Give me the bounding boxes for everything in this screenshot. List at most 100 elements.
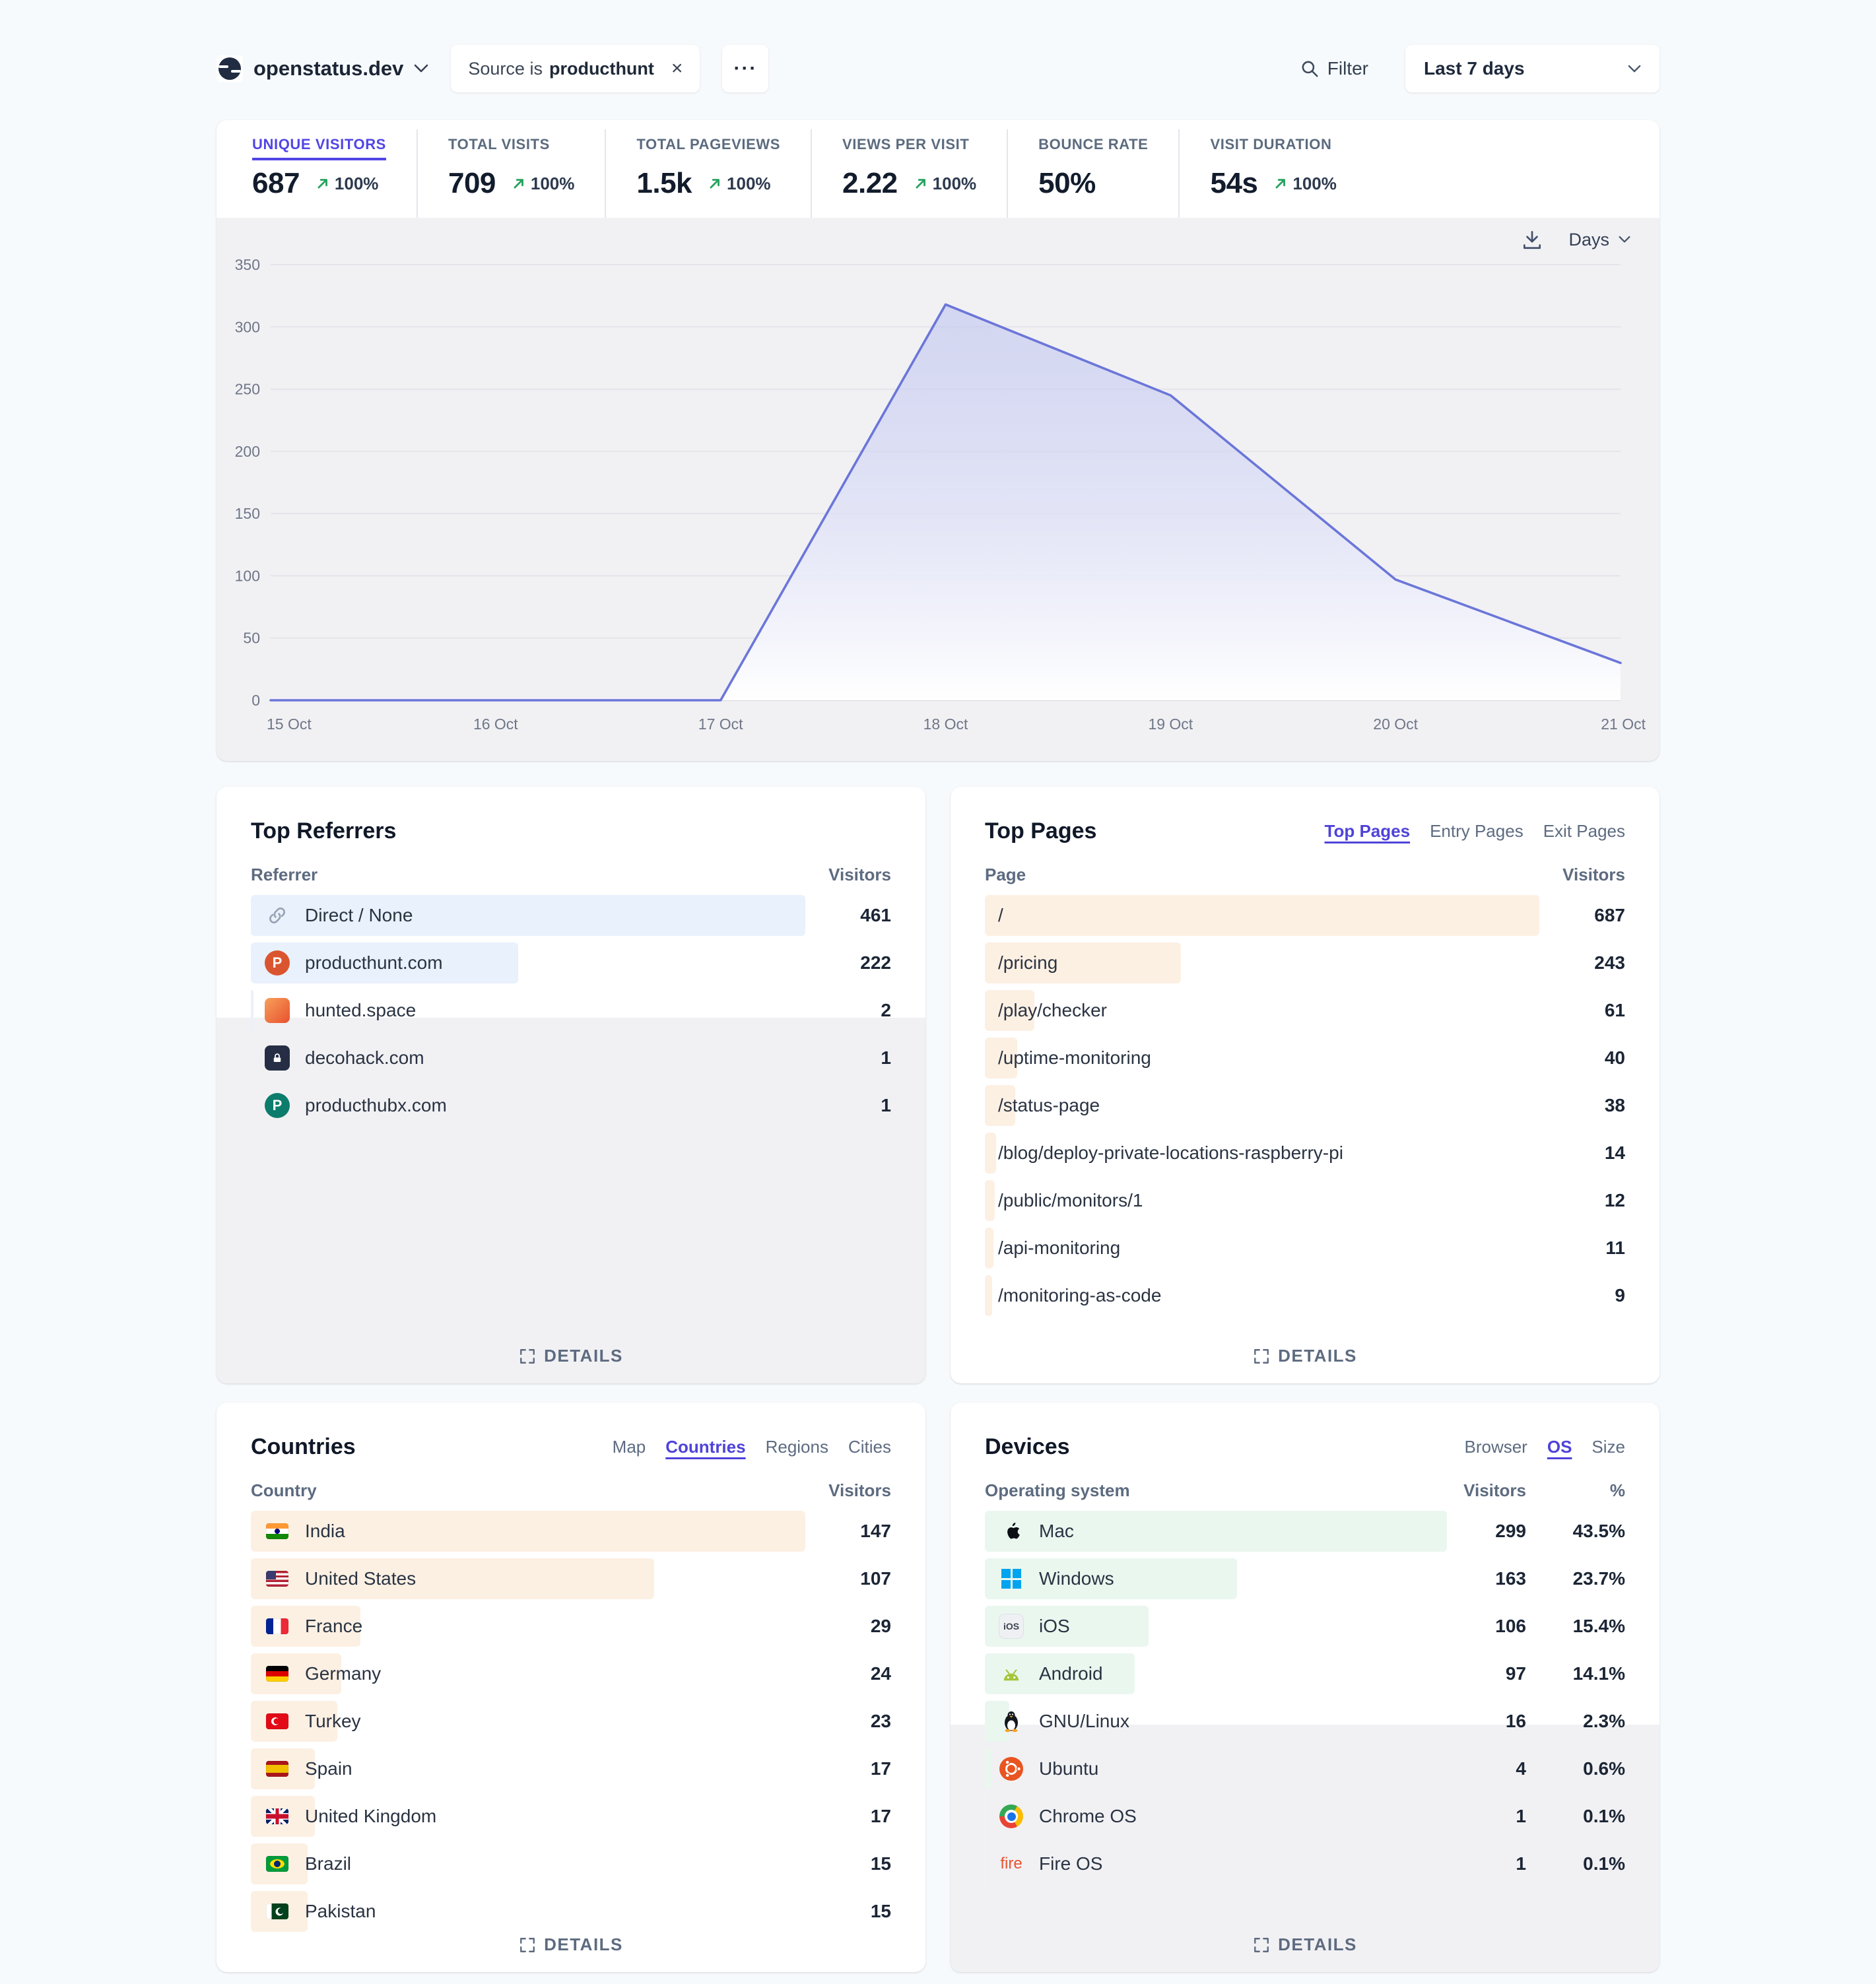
stat-views-per-visit[interactable]: VIEWS PER VISIT 2.22 100%	[811, 129, 1007, 218]
stat-label: VISIT DURATION	[1210, 136, 1332, 152]
device-row[interactable]: Android 97 14.1%	[985, 1650, 1625, 1698]
filter-chip-source[interactable]: Source is producthunt ×	[451, 45, 700, 92]
value-bar	[251, 1511, 805, 1552]
page-row[interactable]: /api-monitoring 11	[985, 1224, 1625, 1272]
producthunt-favicon: P	[265, 950, 290, 975]
card-title: Countries	[251, 1434, 356, 1459]
filter-button-label: Filter	[1327, 58, 1368, 79]
tab-browser[interactable]: Browser	[1464, 1436, 1527, 1457]
device-row[interactable]: GNU/Linux 16 2.3%	[985, 1698, 1625, 1745]
row-visitors: 106	[1495, 1616, 1526, 1636]
country-row[interactable]: Pakistan 15	[251, 1888, 891, 1935]
svg-text:150: 150	[235, 505, 260, 522]
tab-countries[interactable]: Countries	[665, 1436, 746, 1457]
row-label: /play/checker	[998, 1000, 1107, 1020]
stat-visit-duration[interactable]: VISIT DURATION 54s 100%	[1178, 129, 1366, 218]
top-pages-card: Top Pages Top Pages Entry Pages Exit Pages…	[951, 787, 1659, 1383]
tab-size[interactable]: Size	[1591, 1436, 1625, 1457]
remove-filter-icon[interactable]: ×	[671, 57, 683, 79]
tab-cities[interactable]: Cities	[848, 1436, 891, 1457]
country-row[interactable]: Brazil 15	[251, 1840, 891, 1888]
value-bar	[985, 895, 1539, 936]
page-row[interactable]: /public/monitors/1 12	[985, 1177, 1625, 1224]
date-range-select[interactable]: Last 7 days	[1405, 45, 1659, 92]
row-percent: 0.6%	[1583, 1758, 1625, 1779]
page-row[interactable]: /status-page 38	[985, 1082, 1625, 1129]
country-row[interactable]: India 147	[251, 1507, 891, 1555]
referrer-row[interactable]: decohack.com 1	[251, 1034, 891, 1082]
device-row[interactable]: Mac 299 43.5%	[985, 1507, 1625, 1555]
svg-text:100: 100	[235, 567, 260, 584]
chevron-down-icon	[1619, 236, 1630, 243]
pages-details-button[interactable]: DETAILS	[1253, 1346, 1357, 1366]
country-row[interactable]: United States 107	[251, 1555, 891, 1603]
page-row[interactable]: /pricing 243	[985, 939, 1625, 987]
row-visitors: 1	[1516, 1806, 1526, 1826]
download-icon[interactable]	[1521, 228, 1543, 251]
stat-change: 100%	[512, 174, 574, 194]
page-row[interactable]: /play/checker 61	[985, 987, 1625, 1034]
svg-text:18 Oct: 18 Oct	[923, 715, 968, 733]
row-visitors: 163	[1495, 1568, 1526, 1589]
dashboard: openstatus.dev Source is producthunt × ·…	[217, 0, 1659, 1972]
stat-bounce-rate[interactable]: BOUNCE RATE 50%	[1007, 129, 1178, 218]
details-button-wrap: DETAILS	[951, 1934, 1659, 1955]
tab-os[interactable]: OS	[1547, 1436, 1572, 1457]
tab-map[interactable]: Map	[612, 1436, 646, 1457]
device-row[interactable]: iOS iOS 106 15.4%	[985, 1603, 1625, 1650]
link-icon	[269, 908, 285, 923]
value-bar	[985, 1748, 991, 1789]
country-row[interactable]: United Kingdom 17	[251, 1793, 891, 1840]
referrer-row[interactable]: hunted.space 2	[251, 987, 891, 1034]
arrow-up-right-icon	[514, 179, 523, 189]
country-row[interactable]: Spain 17	[251, 1745, 891, 1793]
referrers-details-button[interactable]: DETAILS	[519, 1346, 623, 1366]
device-row[interactable]: Chrome OS 1 0.1%	[985, 1793, 1625, 1840]
tab-entry-pages[interactable]: Entry Pages	[1430, 820, 1524, 841]
country-row[interactable]: France 29	[251, 1603, 891, 1650]
row-visitors: 23	[870, 1711, 891, 1731]
interval-select[interactable]: Days	[1568, 230, 1630, 250]
value-bar	[251, 1558, 655, 1599]
page-row[interactable]: /blog/deploy-private-locations-raspberry…	[985, 1129, 1625, 1177]
device-row[interactable]: Ubuntu 4 0.6%	[985, 1745, 1625, 1793]
referrer-row[interactable]: Direct / None 461	[251, 892, 891, 939]
svg-text:50: 50	[243, 630, 260, 647]
site-switcher[interactable]: openstatus.dev	[217, 55, 428, 82]
more-filters-button[interactable]: ···	[722, 45, 769, 92]
row-label: /status-page	[998, 1095, 1100, 1115]
tab-top-pages[interactable]: Top Pages	[1324, 820, 1411, 841]
android-icon	[1003, 1669, 1019, 1681]
column-headers: Referrer Visitors	[251, 865, 891, 885]
row-label: /api-monitoring	[998, 1238, 1121, 1258]
row-percent: 23.7%	[1572, 1568, 1625, 1589]
country-row[interactable]: Turkey 23	[251, 1698, 891, 1745]
devices-details-button[interactable]: DETAILS	[1253, 1934, 1357, 1955]
devices-card: Devices Browser OS Size Operating system Vi…	[951, 1403, 1659, 1972]
value-bar	[985, 1558, 1237, 1599]
filter-button[interactable]: Filter	[1300, 58, 1368, 79]
stat-unique-visitors[interactable]: UNIQUE VISITORS 687 100%	[246, 129, 417, 218]
card-head: Devices Browser OS Size	[985, 1432, 1625, 1462]
ubuntu-icon	[999, 1757, 1023, 1781]
device-row[interactable]: fire Fire OS 1 0.1%	[985, 1840, 1625, 1888]
svg-text:250: 250	[235, 381, 260, 398]
page-row[interactable]: / 687	[985, 892, 1625, 939]
value-bar	[985, 1085, 1016, 1126]
tab-regions[interactable]: Regions	[765, 1436, 828, 1457]
country-row[interactable]: Germany 24	[251, 1650, 891, 1698]
tab-exit-pages[interactable]: Exit Pages	[1543, 820, 1625, 841]
countries-details-button[interactable]: DETAILS	[519, 1934, 623, 1955]
page-row[interactable]: /monitoring-as-code 9	[985, 1272, 1625, 1319]
row-visitors: 29	[870, 1616, 891, 1636]
page-row[interactable]: /uptime-monitoring 40	[985, 1034, 1625, 1082]
row-label: United Kingdom	[305, 1806, 437, 1826]
row-label: GNU/Linux	[1039, 1711, 1129, 1731]
value-bar	[251, 1701, 338, 1742]
device-row[interactable]: Windows 163 23.7%	[985, 1555, 1625, 1603]
stat-total-pageviews[interactable]: TOTAL PAGEVIEWS 1.5k 100%	[605, 129, 811, 218]
row-visitors: 147	[860, 1521, 891, 1541]
stat-total-visits[interactable]: TOTAL VISITS 709 100%	[416, 129, 605, 218]
